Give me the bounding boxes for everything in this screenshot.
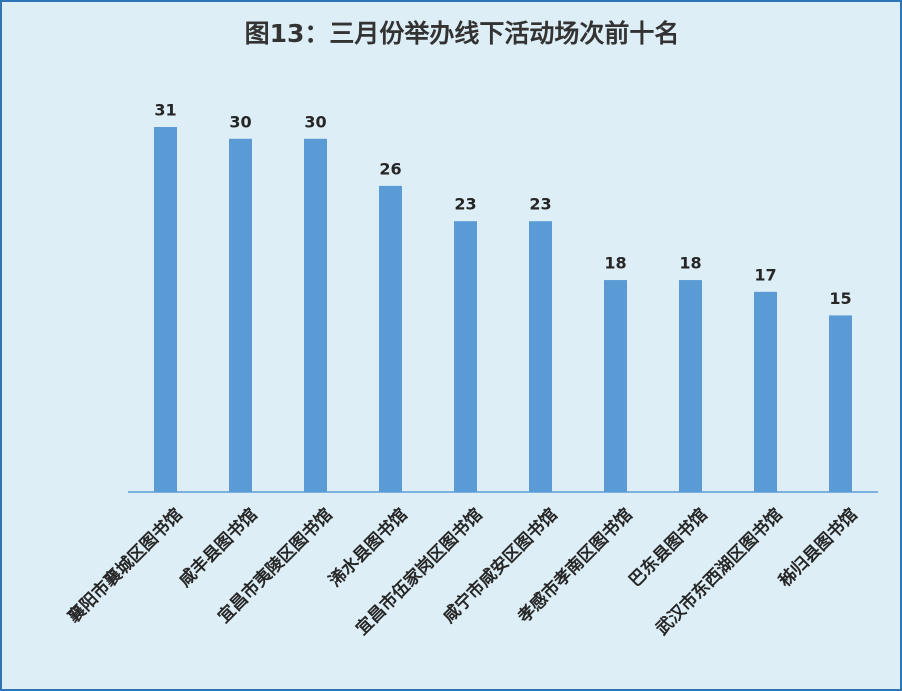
bar [679, 280, 702, 492]
data-label: 26 [379, 159, 401, 178]
data-label: 17 [754, 265, 776, 284]
bar [379, 185, 402, 492]
data-label: 15 [829, 289, 851, 308]
data-label: 31 [154, 101, 176, 120]
data-label: 18 [604, 254, 626, 273]
bar [304, 138, 327, 492]
data-label: 23 [529, 195, 551, 214]
bar [754, 291, 777, 492]
bar [154, 127, 177, 492]
data-label: 23 [454, 195, 476, 214]
bar [604, 280, 627, 492]
data-label: 18 [679, 254, 701, 273]
data-label: 30 [304, 112, 326, 131]
data-label: 30 [229, 112, 251, 131]
bar [454, 221, 477, 492]
bar [829, 315, 852, 492]
chart-title: 图13：三月份举办线下活动场次前十名 [245, 19, 680, 48]
bar [529, 221, 552, 492]
bar [229, 138, 252, 492]
